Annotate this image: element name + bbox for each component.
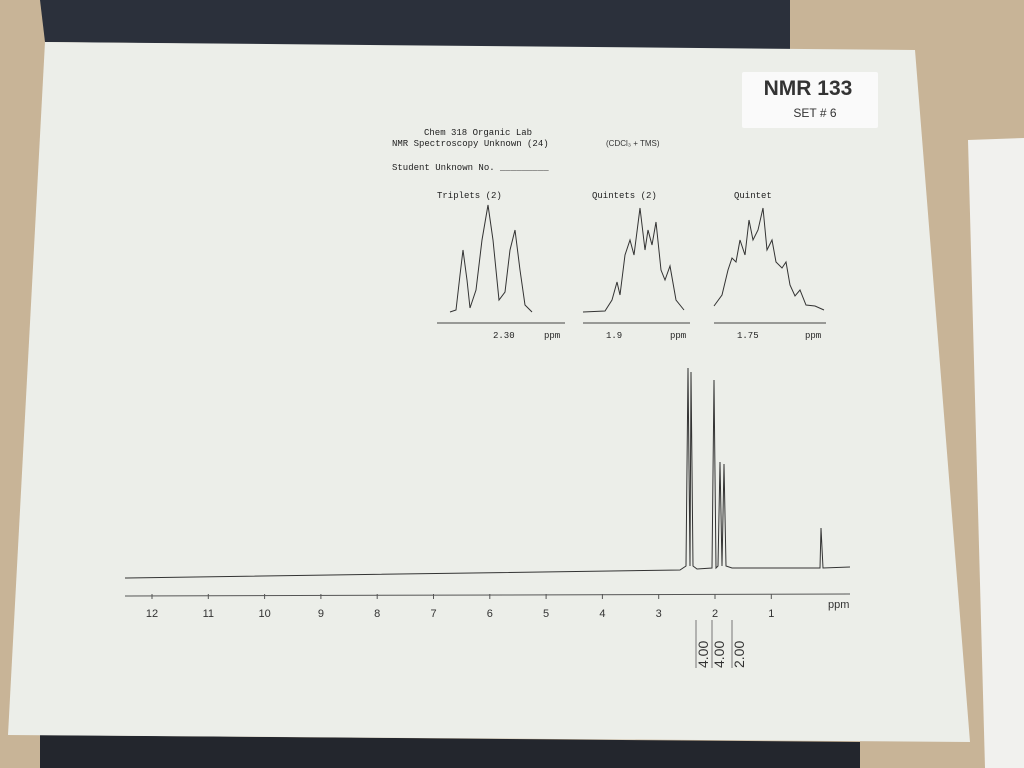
folder [40,0,790,50]
tick-label: 12 [146,608,158,620]
inset-spectrum [713,207,825,311]
axis-unit: ppm [828,599,849,611]
tick-label: 2 [712,608,718,620]
student-line: Student Unknown No. _________ [392,163,549,173]
inset-spectrum [582,207,685,313]
label-sticker [742,72,878,128]
tick-label: 9 [318,608,324,620]
tick-group: 12 11 10 9 8 7 6 5 4 3 2 1 [146,594,774,620]
tick-label: 10 [258,608,270,620]
inset-tick: 1.75 [737,331,759,341]
inset-spectrum [449,204,533,313]
tick-label: 1 [768,608,774,620]
folder-bottom [40,735,860,768]
inset-tick: 1.9 [606,331,622,341]
spectrum [124,367,851,579]
inset-unit: ppm [670,331,686,341]
label-title: NMR 133 [764,77,853,100]
integration-value: 4.00 [695,641,711,668]
inset-title: Triplets (2) [437,191,502,201]
header-line: Chem 318 Organic Lab [424,128,532,138]
inset-unit: ppm [805,331,821,341]
solvent: (CDCl₃ + TMS) [606,139,660,148]
x-axis [124,593,851,597]
tick-label: 4 [599,608,605,620]
tick-label: 3 [656,608,662,620]
tick-label: 5 [543,608,549,620]
integration-group: 4.00 4.00 2.00 [695,620,747,668]
inset-title: Quintet [734,191,772,201]
tick-label: 7 [430,608,436,620]
tick-label: 11 [203,608,214,620]
label-set: SET # 6 [793,106,836,120]
tick-label: 6 [487,608,493,620]
other-paper [968,138,1024,768]
inset-unit: ppm [544,331,560,341]
inset-title: Quintets (2) [592,191,657,201]
integration-value: 4.00 [711,641,727,668]
tick-label: 8 [374,608,380,620]
integration-value: 2.00 [731,641,747,668]
header-line: NMR Spectroscopy Unknown (24) [392,139,549,149]
inset-tick: 2.30 [493,331,515,341]
